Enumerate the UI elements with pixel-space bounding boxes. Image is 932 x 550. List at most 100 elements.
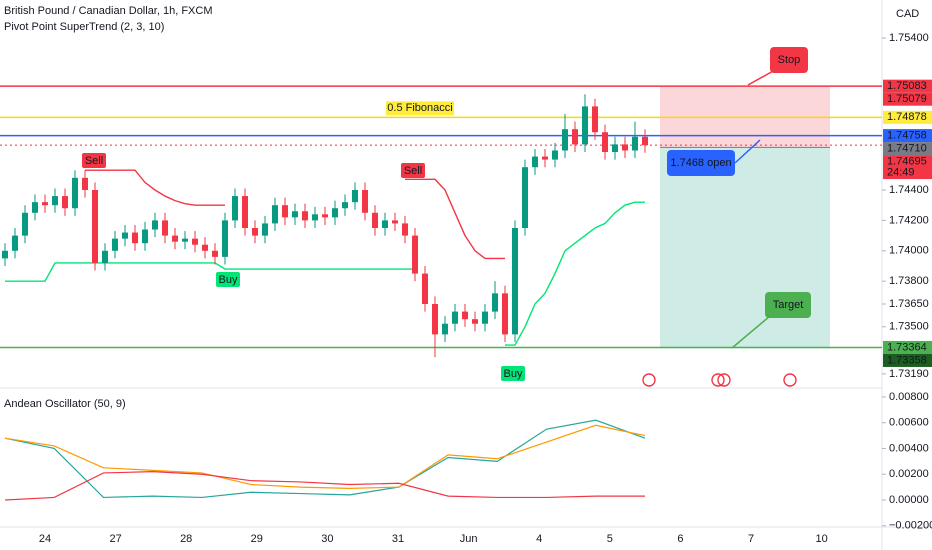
countdown: 24:49 bbox=[887, 166, 915, 178]
candle-body bbox=[22, 212, 28, 236]
supertrend-line bbox=[5, 262, 415, 282]
candle-body bbox=[62, 196, 68, 209]
price-label: 1.74878 bbox=[887, 111, 927, 123]
candle-body bbox=[72, 177, 78, 209]
candle-body bbox=[612, 144, 618, 152]
target-callout-pointer bbox=[731, 315, 771, 349]
candle-body bbox=[342, 202, 348, 209]
candle-body bbox=[282, 205, 288, 218]
oscillator-line bbox=[4, 424, 646, 489]
candle-body bbox=[502, 293, 508, 335]
target-zone bbox=[660, 147, 830, 349]
price-label: 1.75083 bbox=[887, 80, 927, 92]
candle-body bbox=[642, 136, 648, 146]
currency: CAD bbox=[896, 8, 919, 20]
y-tick-label: 0.00200 bbox=[889, 468, 929, 480]
x-tick-label: 29 bbox=[251, 533, 263, 545]
candle-body bbox=[192, 238, 198, 245]
candle-body bbox=[42, 202, 48, 206]
candle-body bbox=[422, 273, 428, 304]
stop-callout-bg bbox=[770, 47, 808, 73]
candle-body bbox=[442, 323, 448, 335]
entry-callout-pointer bbox=[734, 139, 761, 164]
candle-body bbox=[542, 156, 548, 160]
x-tick-label: 5 bbox=[607, 533, 613, 545]
x-tick-label: 31 bbox=[392, 533, 404, 545]
signal-bg bbox=[401, 163, 425, 178]
candle-body bbox=[582, 106, 588, 145]
candle-body bbox=[252, 227, 258, 236]
candle-body bbox=[172, 235, 178, 242]
candle-body bbox=[482, 311, 488, 324]
candle-body bbox=[362, 189, 368, 213]
symbol-title: British Pound / Canadian Dollar, 1h, FXC… bbox=[4, 5, 213, 17]
candle-body bbox=[522, 167, 528, 228]
price-label: 1.74758 bbox=[887, 129, 927, 141]
candle-body bbox=[302, 211, 308, 221]
y-tick-label: 1.74000 bbox=[889, 245, 929, 257]
candle-body bbox=[602, 132, 608, 152]
annotation-bg bbox=[386, 101, 454, 116]
candle-body bbox=[202, 244, 208, 251]
signal-bg bbox=[216, 272, 240, 287]
candle-body bbox=[182, 238, 188, 242]
stop-callout: Stop bbox=[778, 54, 801, 66]
candle-body bbox=[222, 220, 228, 257]
candle-body bbox=[2, 250, 8, 259]
signal-label: Sell bbox=[85, 155, 103, 167]
candle-body bbox=[472, 319, 478, 324]
candle-body bbox=[452, 311, 458, 324]
candle-body bbox=[92, 189, 98, 263]
supertrend-line bbox=[405, 178, 505, 260]
x-tick-label: 30 bbox=[321, 533, 333, 545]
x-tick-label: 6 bbox=[677, 533, 683, 545]
signal-label: Buy bbox=[219, 274, 238, 286]
y-tick-label: 1.75400 bbox=[889, 32, 929, 44]
candle-body bbox=[622, 144, 628, 151]
x-tick-label: Jun bbox=[460, 533, 478, 545]
price-label: 1.73364 bbox=[887, 341, 927, 353]
y-tick-label: 1.73190 bbox=[889, 368, 929, 380]
entry-callout-bg bbox=[667, 150, 735, 176]
candle-body bbox=[32, 202, 38, 213]
candle-body bbox=[562, 129, 568, 151]
price-label: 1.75079 bbox=[887, 93, 927, 105]
candle-body bbox=[532, 156, 538, 168]
candle-body bbox=[572, 129, 578, 145]
candle-body bbox=[82, 177, 88, 190]
candle-body bbox=[462, 311, 468, 320]
x-tick-label: 24 bbox=[39, 533, 51, 545]
target-callout-bg bbox=[765, 292, 811, 318]
alert-icons bbox=[642, 373, 797, 387]
supertrend-line bbox=[505, 201, 645, 346]
candle-body bbox=[292, 211, 298, 218]
target-callout: Target bbox=[773, 299, 804, 311]
signal-bg bbox=[82, 153, 106, 168]
price-label-bg bbox=[883, 155, 932, 180]
y-tick-label: 1.74200 bbox=[889, 214, 929, 226]
price-label-bg bbox=[883, 79, 932, 93]
stop-callout-pointer bbox=[747, 69, 776, 86]
candle-body bbox=[112, 238, 118, 251]
candle-body bbox=[52, 196, 58, 206]
price-label: 1.74710 bbox=[887, 142, 927, 154]
x-tick-label: 27 bbox=[109, 533, 121, 545]
candle-body bbox=[262, 223, 268, 236]
x-tick-label: 28 bbox=[180, 533, 192, 545]
supertrend-line bbox=[85, 169, 225, 206]
x-tick-label: 10 bbox=[815, 533, 827, 545]
price-label: 1.73358 bbox=[887, 354, 927, 366]
candle-body bbox=[352, 189, 358, 203]
price-label-bg bbox=[883, 340, 932, 354]
signal-bg bbox=[501, 366, 525, 381]
candle-body bbox=[432, 303, 438, 335]
x-tick-label: 4 bbox=[536, 533, 542, 545]
annotation: 0.5 Fibonacci bbox=[387, 102, 452, 114]
y-tick-label: 1.73650 bbox=[889, 298, 929, 310]
y-tick-label: 1.73800 bbox=[889, 275, 929, 287]
y-tick-label: 1.73500 bbox=[889, 321, 929, 333]
candle-body bbox=[212, 250, 218, 257]
candle-body bbox=[372, 212, 378, 228]
price-label-bg bbox=[883, 129, 932, 143]
